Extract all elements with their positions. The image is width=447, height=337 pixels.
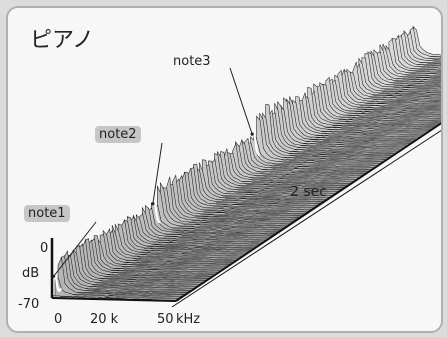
note1-pointer-head — [52, 274, 56, 278]
spectrum-slice — [406, 30, 441, 62]
spectrum-slice — [409, 27, 441, 60]
note2-pointer-head — [151, 202, 155, 206]
note3-pointer — [229, 67, 253, 135]
spectrum-slice — [54, 277, 180, 300]
x-tick-20k: 20 k — [90, 312, 119, 327]
spectrum-slice — [57, 256, 183, 298]
note1-label: note1 — [24, 205, 70, 222]
time-axis-shadow — [171, 129, 441, 308]
note2-pointer — [152, 142, 163, 204]
spectrum-slice — [160, 182, 285, 229]
time-axis — [175, 122, 441, 302]
onset-ridge-2 — [153, 199, 162, 224]
onset-ridge-3 — [253, 130, 261, 157]
chart-title: ピアノ — [30, 28, 95, 53]
frequency-axis — [51, 297, 177, 302]
x-tick-0: 0 — [54, 312, 63, 327]
note3-label: note3 — [173, 54, 211, 69]
y-axis-top-label: 0 — [40, 241, 49, 256]
note2-label: note2 — [95, 126, 141, 143]
y-axis-bottom-label: -70 — [18, 297, 40, 312]
spectrum-slice — [256, 115, 381, 165]
spectrum-slice — [157, 185, 282, 231]
y-axis-unit: dB — [22, 266, 40, 281]
x-tick-50: 50 — [157, 312, 174, 327]
onset-ridge-1 — [54, 272, 63, 292]
spectrum-slice — [259, 112, 384, 163]
time-span-label: 2 sec — [290, 184, 327, 200]
figure-frame: ピアノ note1 note2 note3 2 sec 0 dB -70 0 2… — [6, 6, 443, 333]
x-axis-unit: kHz — [176, 312, 201, 327]
note1-pointer — [53, 221, 97, 277]
spectrum-slice — [154, 205, 279, 233]
note3-pointer-head — [250, 132, 254, 136]
waterfall-spectrogram — [50, 25, 441, 308]
spectrum-slice — [412, 25, 441, 57]
